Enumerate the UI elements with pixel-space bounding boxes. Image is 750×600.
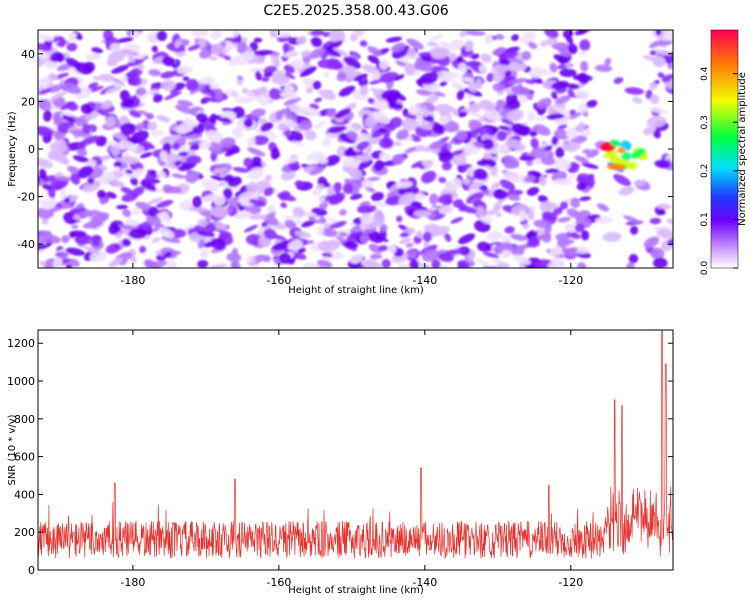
heatmap-y-label: Frequency (Hz) [7, 111, 18, 187]
heatmap-cell [555, 147, 564, 159]
heatmap-cell [318, 226, 325, 237]
spectrogram-heatmap [28, 23, 683, 276]
snr-x-tick-label: -180 [120, 576, 145, 589]
snr-y-label: SNR (10 * v/v) [7, 414, 18, 485]
chart-title: C2E5.2025.358.00.43.G06 [263, 3, 448, 19]
heatmap-cell [485, 34, 493, 44]
colorbar-tick-label: 0.3 [700, 115, 710, 129]
heatmap-cell [170, 90, 178, 94]
figure: C2E5.2025.358.00.43.G06 -180 -160 -140 -120… [0, 0, 750, 600]
snr-y-tick-label: 400 [14, 488, 35, 501]
colorbar-tick-label: 0.4 [700, 66, 710, 81]
heatmap-y-tick-label: 40 [21, 48, 35, 61]
colorbar-tick-label: 0.1 [700, 212, 710, 226]
heatmap-x-tick-label: -180 [120, 274, 145, 287]
heatmap-cell [560, 69, 577, 77]
heatmap-y-tick-label: 0 [28, 143, 35, 156]
snr-y-tick-label: 200 [14, 526, 35, 539]
heatmap-y-tick-label: -20 [17, 191, 35, 204]
colorbar-tick-label: 0.0 [700, 261, 710, 276]
colorbar-tick-label: 0.2 [700, 164, 710, 178]
heatmap-x-label: Height of straight line (km) [288, 285, 424, 296]
heatmap-y-tick-label: 20 [21, 95, 35, 108]
snr-y-tick-label: 1200 [7, 337, 35, 350]
snr-y-tick-label: 0 [28, 564, 35, 577]
snr-plot [38, 330, 673, 570]
heatmap-cell [224, 175, 234, 183]
snr-y-tick-label: 1000 [7, 375, 35, 388]
heatmap-y-tick-label: -40 [17, 238, 35, 251]
colorbar [711, 30, 738, 268]
snr-x-tick-label: -120 [558, 576, 583, 589]
heatmap-x-tick-label: -120 [558, 274, 583, 287]
colorbar-label: Normalized spectral amplitude [737, 72, 748, 226]
snr-x-label: Height of straight line (km) [288, 585, 424, 596]
